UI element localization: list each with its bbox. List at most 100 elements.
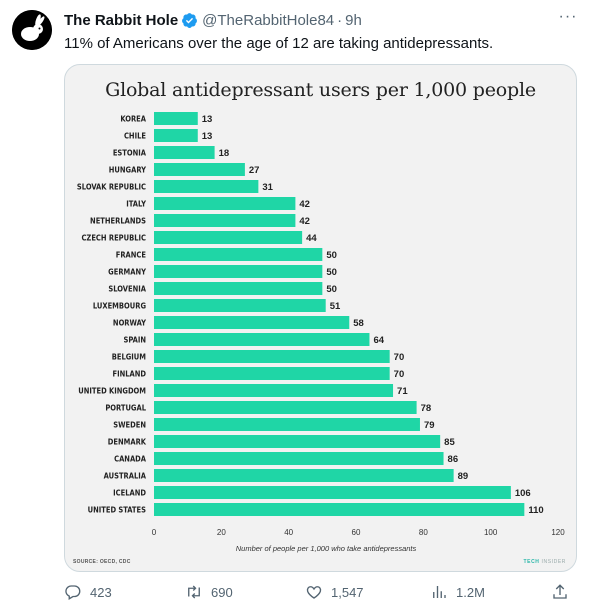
bar <box>154 112 198 125</box>
display-name[interactable]: The Rabbit Hole <box>64 11 179 29</box>
x-tick-label: 60 <box>352 528 361 537</box>
publisher-logo: TECH INSIDER <box>523 559 566 565</box>
data-label: 86 <box>448 454 459 465</box>
data-label: 13 <box>202 131 213 142</box>
tweet-text: 11% of Americans over the age of 12 are … <box>64 35 494 52</box>
data-label: 50 <box>326 267 337 278</box>
bar <box>154 452 444 465</box>
category-label: AUSTRALIA <box>104 472 147 481</box>
bar <box>154 146 215 159</box>
category-label: SPAIN <box>124 336 147 345</box>
tweet-actions: 423 690 1,547 1.2M <box>64 582 579 602</box>
reply-icon <box>65 585 81 600</box>
data-label: 13 <box>202 114 213 125</box>
bar <box>154 350 390 363</box>
data-label: 106 <box>515 488 531 499</box>
bar <box>154 129 198 142</box>
data-label: 31 <box>262 182 273 193</box>
category-label: UNITED KINGDOM <box>78 387 146 396</box>
category-label: NORWAY <box>113 319 146 328</box>
category-label: GERMANY <box>108 268 146 277</box>
category-label: SLOVENIA <box>108 285 146 294</box>
data-label: 70 <box>394 369 405 380</box>
bar <box>154 231 303 244</box>
verified-badge-icon <box>182 12 198 28</box>
category-label: SLOVAK REPUBLIC <box>77 183 146 192</box>
x-tick-label: 40 <box>284 528 293 537</box>
data-label: 64 <box>373 335 384 346</box>
retweet-count: 690 <box>211 584 233 600</box>
more-options-icon[interactable]: ··· <box>558 8 578 25</box>
bar <box>154 282 323 295</box>
category-label: BELGIUM <box>112 353 147 362</box>
separator: · <box>337 11 343 29</box>
category-label: CZECH REPUBLIC <box>81 234 146 243</box>
category-label: KOREA <box>120 115 146 124</box>
bar <box>154 333 370 346</box>
category-label: DENMARK <box>108 438 147 447</box>
views-button[interactable]: 1.2M <box>430 582 485 602</box>
rabbit-logo-icon <box>12 10 52 50</box>
view-count: 1.2M <box>456 584 485 600</box>
data-label: 78 <box>421 403 432 414</box>
share-icon <box>553 584 567 599</box>
avatar[interactable] <box>12 10 52 50</box>
x-tick-label: 80 <box>419 528 428 537</box>
category-label: CANADA <box>114 455 147 464</box>
media-card[interactable]: KOREA 13 CHILE 13 ESTONIA 18 HUNGARY 27 SLOVAK R… <box>64 64 577 572</box>
bar <box>154 197 296 210</box>
data-label: 50 <box>326 250 337 261</box>
reply-count: 423 <box>90 584 112 600</box>
category-label: HUNGARY <box>109 166 146 175</box>
data-label: 51 <box>330 301 341 312</box>
bar <box>154 469 454 482</box>
category-label: CHILE <box>124 132 146 141</box>
x-tick-label: 20 <box>217 528 226 537</box>
bar <box>154 435 441 448</box>
data-label: 110 <box>528 505 543 516</box>
data-label: 71 <box>397 386 408 397</box>
bar <box>154 180 259 193</box>
bar <box>154 316 350 329</box>
data-label: 42 <box>299 199 310 210</box>
bar <box>154 367 390 380</box>
bar <box>154 248 323 261</box>
category-label: FRANCE <box>116 251 147 260</box>
timestamp[interactable]: 9h <box>345 11 362 29</box>
views-chart-icon <box>433 586 446 598</box>
x-axis-label: Number of people per 1,000 who take anti… <box>236 544 417 553</box>
bar <box>154 163 245 176</box>
category-label: PORTUGAL <box>105 404 146 413</box>
data-label: 42 <box>299 216 310 227</box>
x-tick-label: 100 <box>484 528 498 537</box>
bar <box>154 384 394 397</box>
x-tick-label: 0 <box>152 528 157 537</box>
like-button[interactable]: 1,547 <box>305 582 364 602</box>
retweet-button[interactable]: 690 <box>185 582 233 602</box>
category-label: LUXEMBOURG <box>93 302 147 311</box>
category-label: ESTONIA <box>113 149 147 158</box>
data-label: 27 <box>249 165 260 176</box>
chart-title: Global antidepressant users per 1,000 pe… <box>105 79 536 101</box>
heart-icon <box>306 586 322 599</box>
chart-source: SOURCE: OECD, CDC <box>73 559 131 565</box>
bar <box>154 265 323 278</box>
bar <box>154 299 326 312</box>
data-label: 70 <box>394 352 405 363</box>
data-label: 79 <box>424 420 435 431</box>
data-label: 89 <box>458 471 469 482</box>
category-label: ITALY <box>126 200 146 209</box>
reply-button[interactable]: 423 <box>64 582 112 602</box>
bar <box>154 418 420 431</box>
like-count: 1,547 <box>331 584 364 600</box>
bar-chart: KOREA 13 CHILE 13 ESTONIA 18 HUNGARY 27 SLOVAK R… <box>77 112 565 553</box>
bar <box>154 401 417 414</box>
data-label: 85 <box>444 437 455 448</box>
data-label: 44 <box>306 233 317 244</box>
bar <box>154 503 525 516</box>
tweet-header: The Rabbit Hole @TheRabbitHole84 · 9h ··… <box>64 8 579 30</box>
bar <box>154 486 511 499</box>
share-button[interactable] <box>551 582 577 602</box>
category-label: NETHERLANDS <box>90 217 146 226</box>
user-handle[interactable]: @TheRabbitHole84 <box>202 11 335 29</box>
